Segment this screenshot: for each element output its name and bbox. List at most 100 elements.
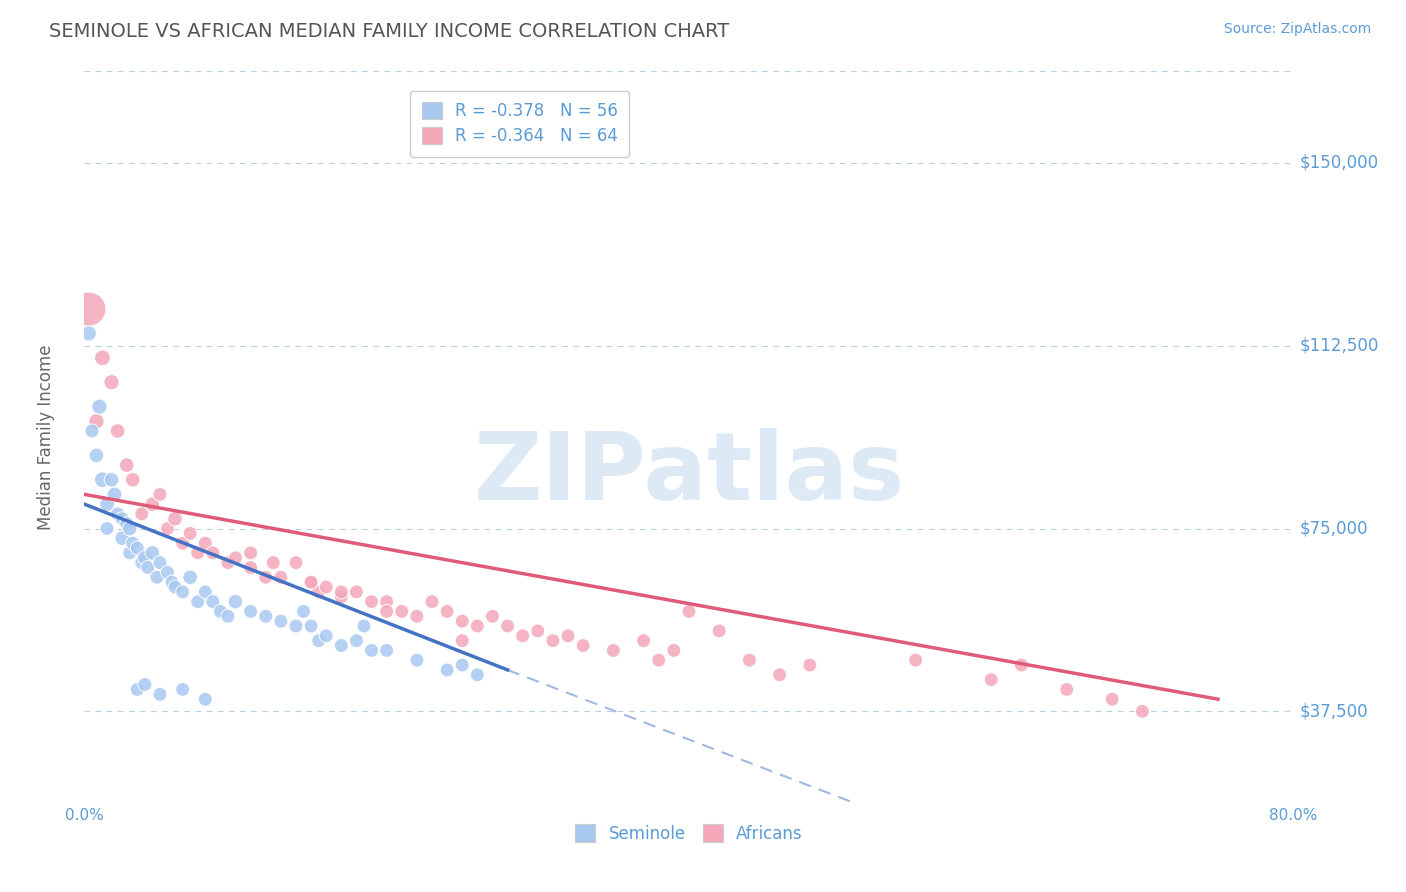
Point bbox=[172, 585, 194, 599]
Point bbox=[239, 546, 262, 560]
Point bbox=[375, 643, 398, 657]
Point bbox=[217, 556, 239, 570]
Point bbox=[1011, 658, 1033, 673]
Point bbox=[527, 624, 550, 638]
Point bbox=[136, 560, 159, 574]
Point bbox=[315, 629, 337, 643]
Point bbox=[179, 526, 201, 541]
Point bbox=[86, 448, 108, 462]
Point bbox=[201, 546, 224, 560]
Point bbox=[633, 633, 655, 648]
Point bbox=[375, 594, 398, 608]
Point bbox=[299, 575, 322, 590]
Point bbox=[111, 512, 134, 526]
Text: Source: ZipAtlas.com: Source: ZipAtlas.com bbox=[1223, 22, 1371, 37]
Text: $75,000: $75,000 bbox=[1299, 519, 1368, 538]
Point bbox=[678, 604, 700, 618]
Point bbox=[100, 473, 122, 487]
Point bbox=[602, 643, 624, 657]
Point bbox=[127, 682, 149, 697]
Point bbox=[285, 619, 308, 633]
Point bbox=[451, 614, 474, 628]
Point bbox=[201, 594, 224, 608]
Point bbox=[1056, 682, 1078, 697]
Point bbox=[86, 414, 108, 428]
Point bbox=[541, 633, 564, 648]
Point bbox=[187, 546, 209, 560]
Point bbox=[330, 590, 353, 604]
Point bbox=[467, 619, 489, 633]
Point bbox=[299, 575, 322, 590]
Point bbox=[262, 556, 284, 570]
Point bbox=[360, 594, 382, 608]
Point bbox=[134, 550, 156, 565]
Point bbox=[149, 556, 172, 570]
Point bbox=[91, 351, 114, 365]
Text: SEMINOLE VS AFRICAN MEDIAN FAMILY INCOME CORRELATION CHART: SEMINOLE VS AFRICAN MEDIAN FAMILY INCOME… bbox=[49, 22, 730, 41]
Text: $150,000: $150,000 bbox=[1299, 153, 1379, 172]
Point bbox=[149, 687, 172, 701]
Point bbox=[769, 667, 792, 681]
Point bbox=[165, 580, 187, 594]
Point bbox=[451, 658, 474, 673]
Point bbox=[299, 619, 322, 633]
Point bbox=[107, 507, 129, 521]
Point bbox=[96, 521, 118, 535]
Text: $112,500: $112,500 bbox=[1299, 336, 1379, 355]
Point bbox=[436, 604, 458, 618]
Point bbox=[100, 375, 122, 389]
Point bbox=[270, 570, 292, 584]
Point bbox=[115, 516, 138, 531]
Point bbox=[149, 487, 172, 501]
Point bbox=[572, 639, 595, 653]
Point bbox=[360, 643, 382, 657]
Point bbox=[80, 424, 103, 438]
Point bbox=[127, 541, 149, 555]
Point bbox=[308, 633, 330, 648]
Point bbox=[134, 677, 156, 691]
Point bbox=[115, 458, 138, 472]
Point bbox=[146, 570, 169, 584]
Point bbox=[77, 301, 100, 317]
Text: $37,500: $37,500 bbox=[1299, 702, 1368, 721]
Point bbox=[91, 473, 114, 487]
Point bbox=[107, 424, 129, 438]
Point bbox=[194, 536, 217, 550]
Point bbox=[481, 609, 503, 624]
Point bbox=[165, 512, 187, 526]
Point bbox=[353, 619, 375, 633]
Point bbox=[156, 566, 179, 580]
Point bbox=[330, 639, 353, 653]
Point bbox=[315, 580, 337, 594]
Point bbox=[330, 585, 353, 599]
Point bbox=[436, 663, 458, 677]
Point bbox=[172, 536, 194, 550]
Point bbox=[308, 585, 330, 599]
Point bbox=[118, 546, 141, 560]
Point bbox=[496, 619, 519, 633]
Text: ZIPatlas: ZIPatlas bbox=[474, 427, 904, 520]
Point bbox=[391, 604, 413, 618]
Point bbox=[131, 507, 153, 521]
Point bbox=[254, 570, 277, 584]
Point bbox=[254, 609, 277, 624]
Point bbox=[194, 585, 217, 599]
Point bbox=[285, 556, 308, 570]
Point bbox=[141, 497, 163, 511]
Point bbox=[194, 692, 217, 706]
Point bbox=[904, 653, 927, 667]
Point bbox=[239, 560, 262, 574]
Point bbox=[799, 658, 821, 673]
Point bbox=[96, 497, 118, 511]
Point bbox=[980, 673, 1002, 687]
Point bbox=[160, 575, 183, 590]
Point bbox=[557, 629, 579, 643]
Point bbox=[104, 487, 127, 501]
Point bbox=[648, 653, 671, 667]
Point bbox=[709, 624, 731, 638]
Point bbox=[121, 473, 143, 487]
Point bbox=[406, 609, 429, 624]
Point bbox=[346, 633, 368, 648]
Point bbox=[172, 682, 194, 697]
Point bbox=[77, 326, 100, 341]
